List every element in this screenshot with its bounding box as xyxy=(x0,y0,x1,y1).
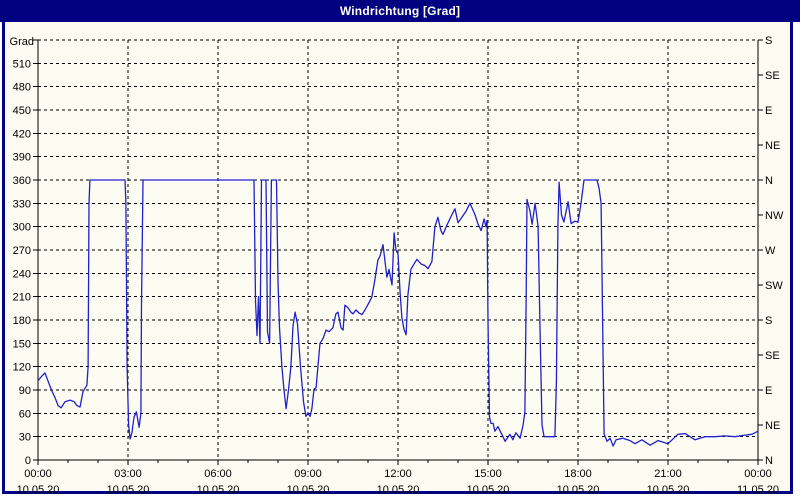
compass-label: S xyxy=(765,35,772,47)
y-tick-label-left: 240 xyxy=(13,268,31,280)
compass-label: N xyxy=(765,175,773,187)
window-title: Windrichtung [Grad] xyxy=(339,4,461,18)
x-tick-date-label: 10.05.20 xyxy=(17,484,60,496)
compass-label: NE xyxy=(765,140,780,152)
y-tick-label-left: 210 xyxy=(13,292,31,304)
x-tick-time-label: 03:00 xyxy=(114,468,142,480)
y-tick-label-left: 30 xyxy=(19,432,31,444)
compass-label: W xyxy=(765,245,776,257)
x-tick-date-label: 10.05.20 xyxy=(107,484,150,496)
y-tick-label-left: 90 xyxy=(19,385,31,397)
x-tick-time-label: 18:00 xyxy=(564,468,592,480)
x-tick-time-label: 06:00 xyxy=(204,468,232,480)
x-tick-date-label: 10.05.20 xyxy=(467,484,510,496)
x-tick-time-label: 00:00 xyxy=(24,468,52,480)
compass-label: N xyxy=(765,455,773,467)
x-tick-time-label: 21:00 xyxy=(654,468,682,480)
compass-label: NE xyxy=(765,420,780,432)
y-tick-label-left: 480 xyxy=(13,82,31,94)
x-tick-date-label: 10.05.20 xyxy=(557,484,600,496)
y-axis-unit-label: Grad xyxy=(10,36,34,48)
wind-direction-line xyxy=(37,179,759,447)
y-tick-label-left: 450 xyxy=(13,105,31,117)
compass-label: SE xyxy=(765,70,780,82)
y-tick-label-left: 120 xyxy=(13,362,31,374)
x-tick-time-label: 15:00 xyxy=(474,468,502,480)
y-tick-label-left: 330 xyxy=(13,198,31,210)
y-tick-label-left: 60 xyxy=(19,408,31,420)
x-tick-time-label: 09:00 xyxy=(294,468,322,480)
compass-label: E xyxy=(765,385,772,397)
compass-label: NW xyxy=(765,210,784,222)
compass-label: E xyxy=(765,105,772,117)
x-tick-time-label: 12:00 xyxy=(384,468,412,480)
window-titlebar: Windrichtung [Grad] xyxy=(0,0,800,22)
y-tick-label-left: 420 xyxy=(13,128,31,140)
x-tick-date-label: 10.05.20 xyxy=(197,484,240,496)
y-tick-label-left: 180 xyxy=(13,315,31,327)
x-tick-date-label: 11.05.20 xyxy=(737,484,779,496)
y-tick-label-left: 390 xyxy=(13,152,31,164)
y-tick-label-left: 300 xyxy=(13,222,31,234)
y-tick-label-left: 270 xyxy=(13,245,31,257)
x-tick-time-label: 00:00 xyxy=(744,468,772,480)
compass-label: S xyxy=(765,315,772,327)
x-tick-date-label: 10.05.20 xyxy=(287,484,330,496)
y-tick-label-left: 0 xyxy=(25,455,31,467)
y-tick-label-left: 510 xyxy=(13,58,31,70)
compass-label: SW xyxy=(765,280,783,292)
compass-label: SE xyxy=(765,350,780,362)
x-tick-date-label: 10.05.20 xyxy=(647,484,690,496)
y-tick-label-left: 150 xyxy=(13,338,31,350)
x-tick-date-label: 10.05.20 xyxy=(377,484,420,496)
y-tick-label-left: 360 xyxy=(13,175,31,187)
